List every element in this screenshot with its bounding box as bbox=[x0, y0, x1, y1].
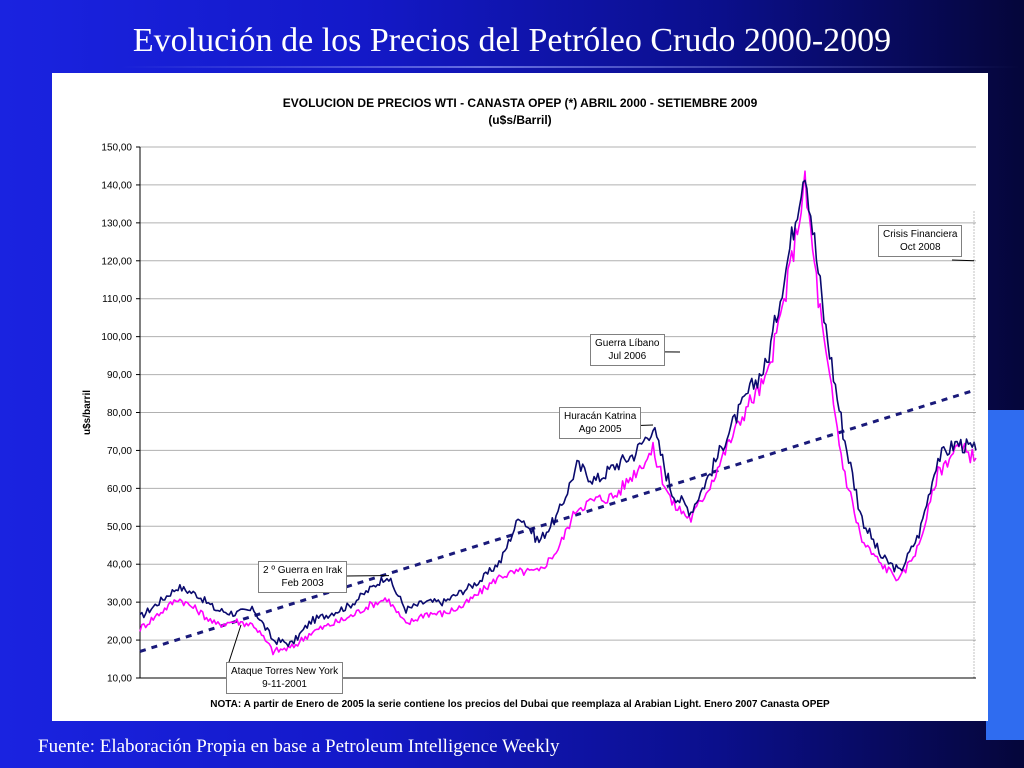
annotation-iraq-line1: 2 º Guerra en Irak bbox=[263, 565, 343, 576]
chart-panel: EVOLUCION DE PRECIOS WTI - CANASTA OPEP … bbox=[52, 73, 988, 721]
price-chart: 10,00 20,00 30,00 40,00 50,00 60,00 70,00 80,00… bbox=[82, 143, 977, 685]
chart-title: EVOLUCION DE PRECIOS WTI - CANASTA OPEP … bbox=[52, 95, 988, 129]
annotation-towers-line2: 9-11-2001 bbox=[262, 679, 307, 690]
y-tick-label: 70,00 bbox=[107, 446, 132, 457]
y-tick-label: 140,00 bbox=[101, 180, 132, 191]
annotation-crisis-line2: Oct 2008 bbox=[899, 242, 941, 253]
leader-crisis bbox=[951, 259, 975, 262]
decorative-block bbox=[986, 410, 1024, 740]
y-tick-label: 100,00 bbox=[101, 332, 132, 343]
source-footer: Fuente: Elaboración Propia en base a Pet… bbox=[38, 736, 560, 757]
chart-title-main: EVOLUCION DE PRECIOS WTI - CANASTA OPEP … bbox=[282, 96, 758, 110]
y-tick-label: 10,00 bbox=[107, 674, 132, 685]
annotation-katrina-line2: Ago 2005 bbox=[578, 424, 622, 435]
series-line-wti bbox=[139, 179, 977, 648]
y-tick-label: 120,00 bbox=[101, 256, 132, 267]
annotation-katrina-line1: Huracán Katrina bbox=[564, 411, 637, 422]
series-line-opep bbox=[139, 170, 977, 656]
trendline bbox=[139, 388, 977, 653]
y-tick-label: 110,00 bbox=[102, 294, 132, 305]
y-tick-label: 80,00 bbox=[107, 408, 132, 419]
annotation-towers-line1: Ataque Torres New York bbox=[231, 666, 339, 677]
annotation-hurricane-katrina: Huracán Katrina Ago 2005 bbox=[559, 407, 642, 439]
annotation-crisis-line1: Crisis Financiera bbox=[883, 229, 958, 240]
annotation-iraq-war: 2 º Guerra en Irak Feb 2003 bbox=[258, 561, 348, 593]
annotation-lebanon-line1: Guerra Líbano bbox=[595, 338, 660, 349]
y-tick-label: 30,00 bbox=[107, 598, 132, 609]
y-axis-label: u$s/barril bbox=[82, 390, 93, 435]
y-tick-label: 40,00 bbox=[107, 560, 132, 571]
decorative-line bbox=[120, 66, 1020, 68]
y-tick-label: 130,00 bbox=[101, 218, 132, 229]
chart-note: NOTA: A partir de Enero de 2005 la serie… bbox=[210, 699, 830, 710]
annotation-lebanon-war: Guerra Líbano Jul 2006 bbox=[590, 334, 665, 366]
y-tick-label: 150,00 bbox=[101, 143, 132, 154]
annotation-financial-crisis: Crisis Financiera Oct 2008 bbox=[878, 225, 963, 257]
y-tick-label: 50,00 bbox=[107, 522, 132, 533]
slide-title: Evolución de los Precios del Petróleo Cr… bbox=[132, 22, 892, 59]
y-tick-label: 90,00 bbox=[107, 370, 132, 381]
y-tick-label: 60,00 bbox=[107, 484, 132, 495]
chart-subtitle: (u$s/Barril) bbox=[488, 113, 552, 127]
annotation-iraq-line2: Feb 2003 bbox=[281, 578, 324, 589]
y-tick-label: 20,00 bbox=[107, 636, 132, 647]
annotation-lebanon-line2: Jul 2006 bbox=[608, 351, 647, 362]
annotation-towers-attack: Ataque Torres New York 9-11-2001 bbox=[226, 662, 344, 694]
leader-towers bbox=[227, 624, 242, 666]
